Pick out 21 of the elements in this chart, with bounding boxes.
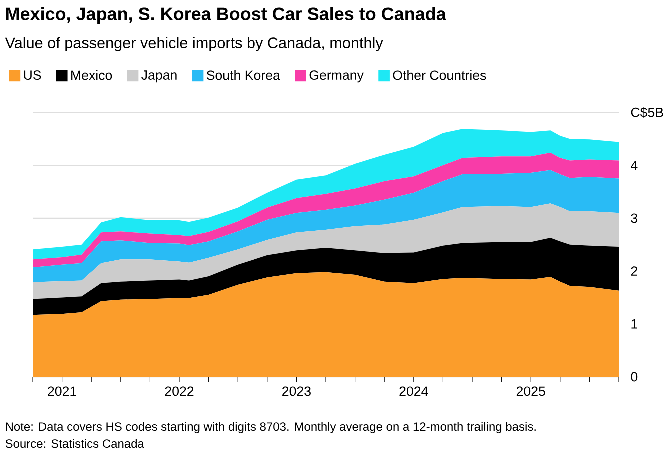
legend-label: US: [24, 70, 42, 80]
x-tick-label: 2023: [282, 386, 311, 396]
x-tick-label: 2022: [165, 386, 194, 396]
y-tick-label: 2: [631, 266, 638, 276]
legend-label: Mexico: [72, 70, 112, 80]
legend-label: South Korea: [206, 70, 280, 80]
y-tick-label: 0: [631, 372, 638, 382]
x-tick-label: 2024: [400, 386, 428, 396]
text: Note: Data covers HS codes starting with digits 8703. Monthly average on a 12-month trailing basis.: [6, 422, 536, 434]
source-note: Source: Statistics Canada: [6, 439, 144, 448]
y-tick-label: 4: [631, 160, 638, 170]
y-tick-label: 1: [632, 320, 638, 329]
chart-title: Mexico, Japan, S. Korea Boost Car Sales to Canada: [6, 7, 446, 24]
y-tick-label: 3: [631, 214, 638, 224]
legend-label: Germany: [310, 70, 364, 83]
x-tick-label: 2021: [48, 386, 76, 396]
chart-subtitle: Value of passenger vehicle imports by Canada, monthly: [5, 37, 384, 52]
y-tick-label: C$5B: [631, 107, 664, 118]
x-tick-label: 2025: [516, 386, 546, 396]
legend-label: Japan: [142, 70, 177, 83]
legend-label: Other Countries: [393, 70, 486, 80]
